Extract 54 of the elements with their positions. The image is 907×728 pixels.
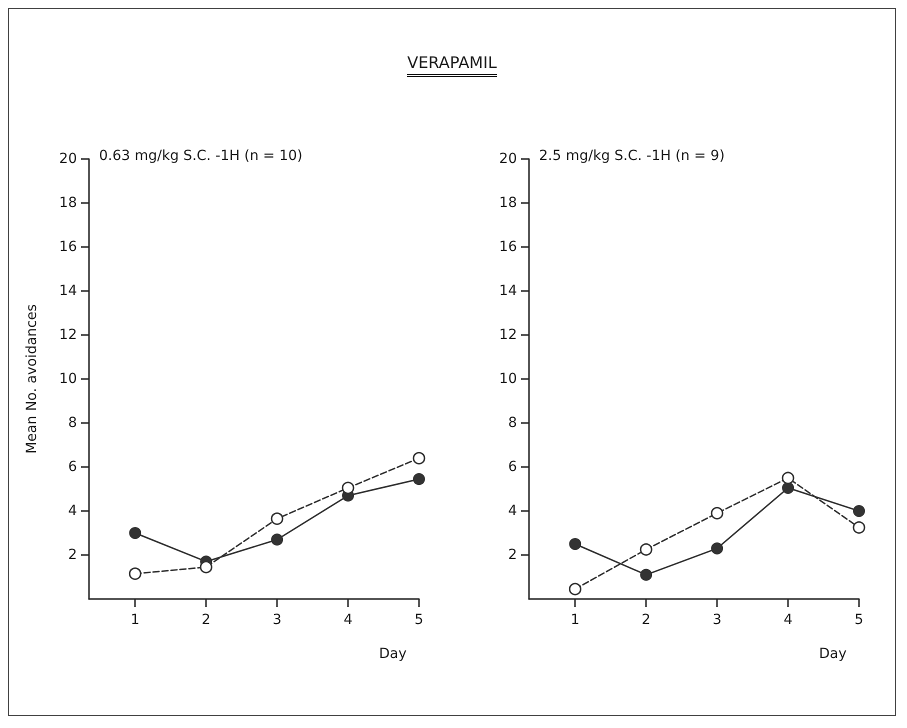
point: [128, 567, 142, 580]
point: [271, 534, 284, 546]
point: [129, 527, 142, 539]
y-tick-label: 2: [68, 547, 77, 563]
y-tick-label: 20: [59, 151, 77, 167]
x-tick-label: 2: [202, 612, 211, 628]
y-tick-label: 18: [499, 195, 517, 211]
annotation: 2.5 mg/kg S.C. -1H (n = 9): [539, 148, 725, 164]
y-tick-label: 12: [499, 327, 517, 343]
y-axis-title: Mean No. avoidances: [24, 304, 40, 454]
x-tick-label: 1: [130, 612, 140, 628]
point: [270, 512, 284, 525]
x-tick-label: 4: [344, 612, 353, 628]
y-tick-label: 14: [59, 283, 78, 299]
y-tick-label: 8: [68, 415, 77, 431]
point: [413, 473, 425, 486]
y-tick-label: 16: [59, 239, 78, 255]
point: [782, 482, 794, 494]
x-tick-label: 3: [272, 612, 282, 628]
y-tick-label: 2: [508, 547, 517, 563]
point: [782, 472, 794, 484]
point: [640, 543, 652, 556]
x-axis-title: Day: [819, 646, 847, 662]
point: [852, 521, 866, 534]
y-tick-label: 20: [499, 151, 517, 167]
x-tick-label: 3: [712, 612, 722, 628]
point: [412, 452, 426, 464]
x-tick-label: 4: [784, 612, 793, 628]
x-tick-label: 1: [570, 612, 580, 628]
text: VERAPAMIL: [407, 53, 497, 77]
y-tick-label: 6: [508, 459, 518, 475]
y-tick-label: 4: [68, 503, 78, 519]
point: [200, 560, 212, 574]
y-tick-label: 10: [59, 371, 77, 387]
y-tick-label: 6: [68, 459, 78, 475]
point: [640, 568, 652, 581]
y-tick-label: 14: [499, 283, 518, 299]
x-axis-title: Day: [379, 646, 407, 662]
point: [853, 505, 865, 517]
point: [342, 482, 354, 494]
point: [568, 582, 582, 596]
y-tick-label: 12: [59, 327, 77, 343]
y-tick-label: 10: [499, 371, 517, 387]
x-tick-label: 2: [642, 612, 651, 628]
y-tick-label: 4: [508, 503, 518, 519]
y-tick-label: 18: [59, 195, 77, 211]
point: [710, 506, 724, 520]
x-tick-label: 5: [414, 612, 424, 628]
annotation: 0.63 mg/kg S.C. -1H (n = 10): [99, 148, 302, 164]
x-tick-label: 5: [854, 612, 864, 628]
y-tick-label: 16: [499, 239, 518, 255]
point: [711, 542, 724, 554]
point: [569, 538, 582, 550]
y-tick-label: 8: [508, 415, 517, 431]
